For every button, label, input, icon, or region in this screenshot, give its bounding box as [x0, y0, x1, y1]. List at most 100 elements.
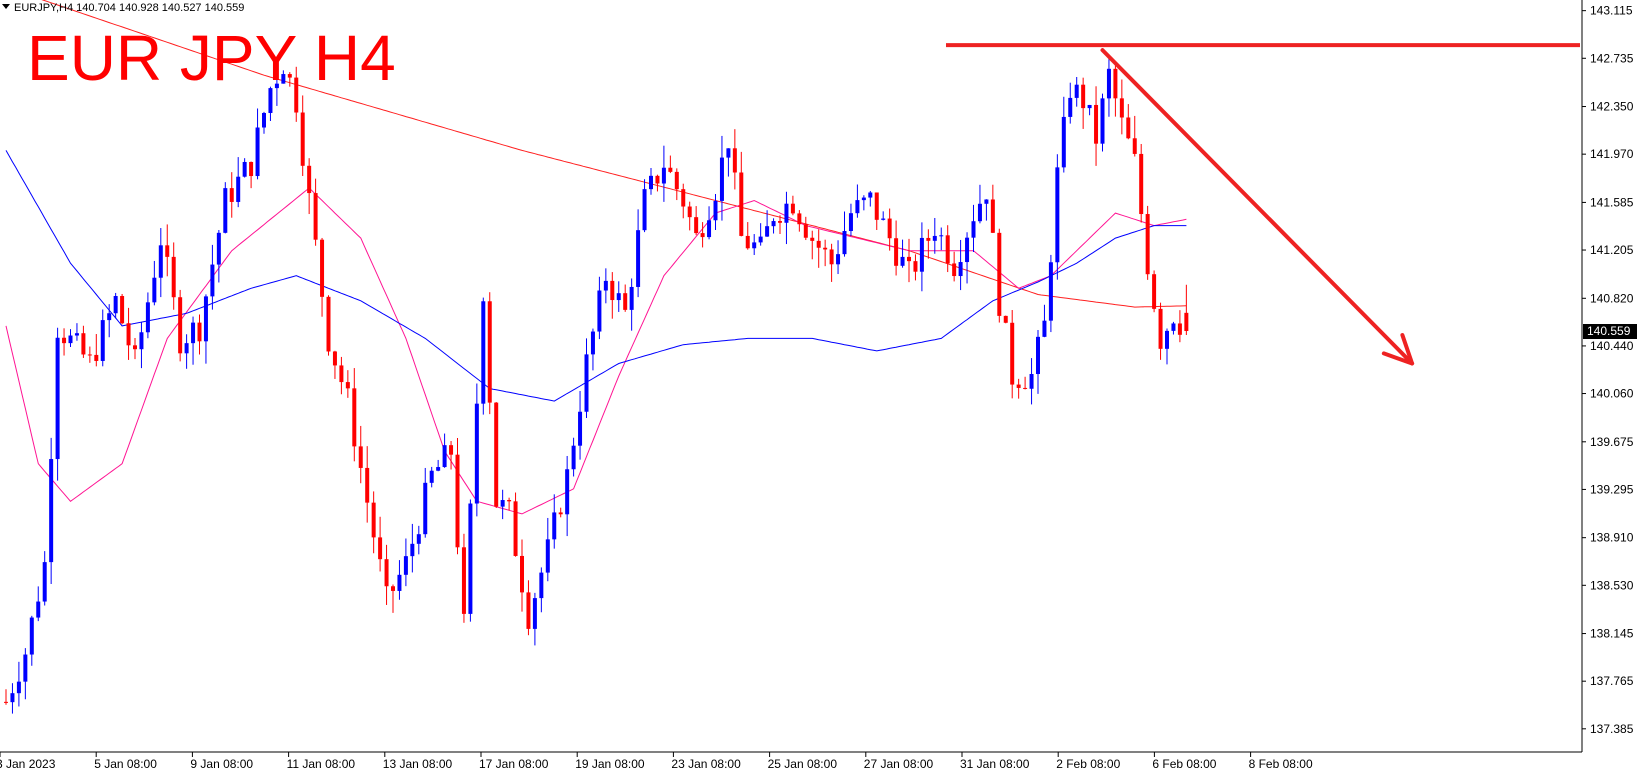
- candle-body: [1094, 104, 1099, 144]
- candle-body: [894, 238, 899, 266]
- candle-body: [545, 539, 550, 573]
- candle-body: [881, 218, 886, 220]
- candle-body: [1068, 97, 1073, 117]
- candle-body: [887, 218, 892, 239]
- candle-body: [939, 235, 944, 237]
- candle-body: [1055, 167, 1060, 263]
- moving-average-lines: [5, 0, 1187, 515]
- candle-body: [178, 297, 183, 354]
- candle-body: [990, 199, 995, 233]
- collapse-triangle-icon[interactable]: [2, 4, 10, 9]
- candle-body: [487, 301, 492, 403]
- candle-body: [171, 256, 176, 298]
- candle-body: [713, 200, 718, 221]
- candle-body: [481, 301, 486, 404]
- price-tick-label: 143.115: [1590, 4, 1633, 18]
- time-tick-label: 3 Jan 2023: [0, 757, 56, 771]
- candle-body: [1003, 315, 1008, 323]
- candle-body: [468, 503, 473, 614]
- candle-body: [474, 403, 479, 504]
- candle-body: [932, 235, 937, 241]
- candle-body: [378, 537, 383, 560]
- candle-body: [197, 322, 202, 342]
- time-tick-label: 25 Jan 08:00: [768, 757, 838, 771]
- time-tick-label: 6 Feb 08:00: [1152, 757, 1216, 771]
- candle-body: [287, 74, 292, 78]
- time-axis: 3 Jan 2023 5 Jan 08:00 9 Jan 08:00 11 Jan 0…: [0, 752, 1313, 771]
- candle-body: [223, 188, 228, 233]
- candle-body: [461, 547, 466, 614]
- time-tick-label: 11 Jan 08:00: [287, 757, 356, 771]
- candle-body: [797, 213, 802, 225]
- candle-body: [507, 500, 512, 502]
- candle-body: [423, 482, 428, 535]
- candle-body: [668, 167, 673, 172]
- symbol-header: EURJPY,H4 140.704 140.928 140.527 140.55…: [2, 2, 244, 14]
- candle-body: [816, 240, 821, 248]
- candle-body: [229, 188, 234, 202]
- candle-body: [810, 237, 815, 241]
- candle-body: [1184, 312, 1189, 332]
- current-price-marker: 140.559: [1583, 324, 1637, 340]
- candle-body: [1023, 387, 1028, 389]
- candle-body: [558, 512, 563, 515]
- candle-body: [403, 556, 408, 575]
- candle-body: [1177, 323, 1182, 335]
- price-tick-label: 137.765: [1590, 674, 1634, 688]
- candle-body: [1158, 308, 1163, 349]
- candle-body: [49, 459, 54, 563]
- candle-body: [449, 445, 454, 455]
- candle-body: [300, 112, 305, 166]
- candle-body: [1087, 104, 1092, 109]
- candle-body: [603, 280, 608, 291]
- time-tick-label: 8 Feb 08:00: [1249, 757, 1313, 771]
- candle-body: [1119, 98, 1124, 118]
- candle-body: [765, 226, 770, 237]
- candle-body: [281, 74, 286, 84]
- candle-body: [113, 296, 118, 314]
- candle-body: [10, 693, 15, 703]
- candle-body: [133, 345, 137, 350]
- price-tick-label: 138.145: [1590, 627, 1634, 641]
- trend-arrow-line: [1100, 48, 1415, 366]
- candle-body: [952, 263, 957, 277]
- trend-arrow-head: [1381, 333, 1415, 366]
- candle-body: [719, 157, 724, 201]
- candle-body: [1152, 274, 1157, 309]
- candle-body: [236, 176, 241, 202]
- candle-body: [87, 354, 92, 356]
- price-tick-label: 140.060: [1590, 387, 1634, 401]
- price-tick-label: 139.295: [1590, 482, 1634, 496]
- candle-body: [326, 296, 331, 352]
- candle-body: [790, 203, 795, 214]
- candle-body: [945, 235, 950, 264]
- candle-body: [758, 236, 763, 243]
- price-tick-label: 139.675: [1590, 435, 1634, 449]
- candle-body: [365, 467, 370, 503]
- candle-body: [584, 354, 589, 412]
- price-tick-label: 141.585: [1590, 195, 1634, 209]
- candle-body: [274, 83, 279, 89]
- candle-body: [997, 232, 1002, 316]
- candle-body: [616, 293, 621, 301]
- candle-body: [158, 245, 163, 278]
- candle-body: [416, 534, 421, 544]
- price-tick-label: 137.385: [1590, 722, 1634, 736]
- candle-body: [1145, 214, 1150, 275]
- candle-body: [636, 230, 641, 287]
- candle-body: [384, 559, 389, 587]
- candle-body: [900, 256, 905, 266]
- candle-body: [165, 245, 170, 257]
- candle-body: [674, 171, 679, 190]
- candle-body: [745, 235, 750, 249]
- candle-body: [42, 562, 47, 602]
- candle-body: [1036, 336, 1040, 375]
- time-tick-label: 2 Feb 08:00: [1056, 757, 1120, 771]
- candle-body: [520, 555, 524, 593]
- candle-body: [371, 502, 376, 538]
- candle-body: [339, 365, 344, 383]
- candle-body: [855, 200, 860, 214]
- price-tick-label: 141.970: [1590, 147, 1634, 161]
- candle-body: [578, 411, 583, 446]
